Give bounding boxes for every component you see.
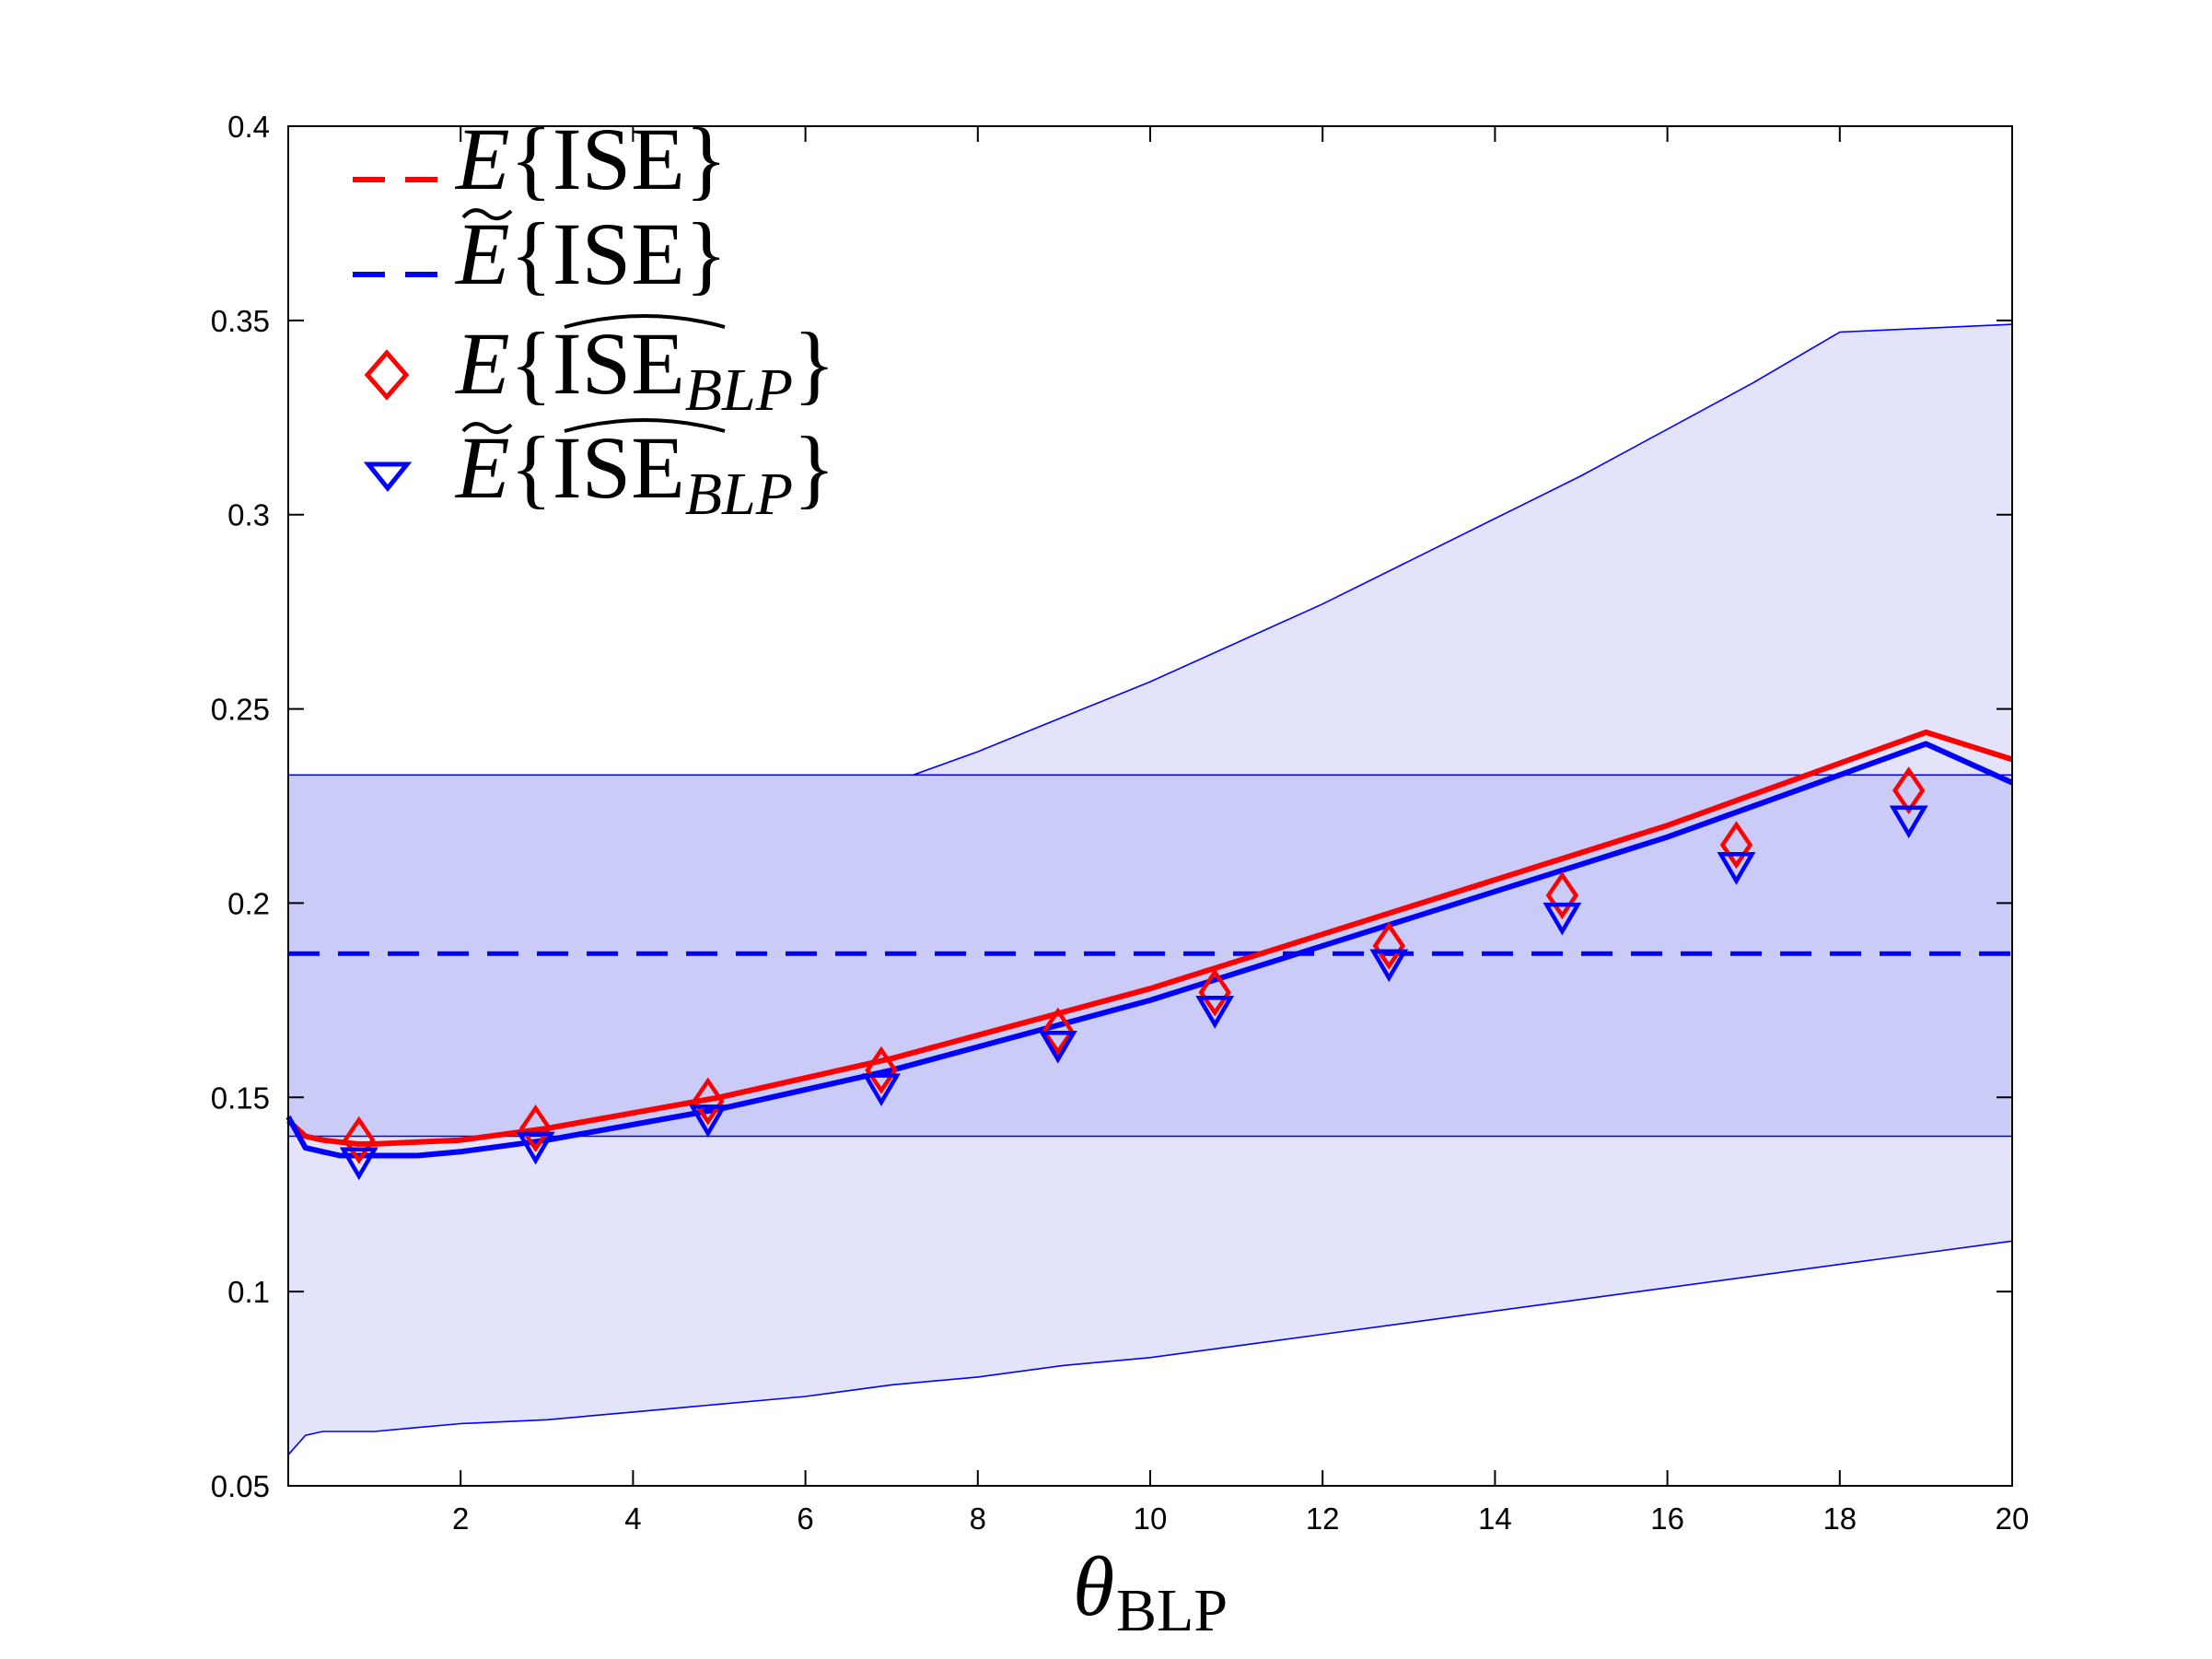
x-tick-label-9: 20 xyxy=(1996,1501,2030,1536)
y-tick-label-2: 0.15 xyxy=(211,1081,270,1115)
diamond-marker-8 xyxy=(1719,821,1753,870)
x-axis-label: θ BLP xyxy=(1073,1539,1228,1644)
y-tick-label-6: 0.35 xyxy=(211,304,270,338)
diamond-marker-3 xyxy=(865,1046,898,1094)
x-tick-label-1: 4 xyxy=(624,1501,641,1536)
legend-tilde-accent xyxy=(461,422,513,435)
diamond-marker-5 xyxy=(1198,968,1231,1017)
triangle-marker-2 xyxy=(688,1104,728,1138)
x-tick-label-3: 8 xyxy=(970,1501,986,1536)
x-tick-label-0: 2 xyxy=(452,1501,469,1536)
plot-area xyxy=(285,126,2014,1486)
series-line-1 xyxy=(285,729,2013,1147)
legend-entry-0: E{ISE} xyxy=(353,110,728,208)
x-tick-label-2: 6 xyxy=(797,1501,813,1536)
legend-label-3: E{ISEBLP} xyxy=(454,418,835,528)
diamond-marker-2 xyxy=(692,1077,725,1126)
triangle-marker-4 xyxy=(1038,1030,1077,1064)
triangle-marker-6 xyxy=(1369,949,1409,983)
x-axis-label-symbol: θ xyxy=(1073,1539,1114,1633)
triangle-marker-8 xyxy=(1717,852,1756,885)
x-tick-label-7: 16 xyxy=(1650,1501,1684,1536)
legend-swatch-diamond xyxy=(364,349,410,401)
x-axis-label-subscript: BLP xyxy=(1116,1577,1228,1644)
triangle-marker-9 xyxy=(1889,805,1928,839)
legend: E{ISE}E{ISE} E{ISEBLP}E{ISEBLP} xyxy=(353,110,835,528)
y-tick-label-4: 0.25 xyxy=(211,693,270,727)
legend-swatch-triangle xyxy=(363,461,413,492)
legend-label-1: E{ISE} xyxy=(454,204,728,303)
legend-entry-1: E{ISE} xyxy=(353,204,728,303)
axes: 2 4 6 8 10 12 14 16 18 20 0.05 0.1 0.15 0.2 0.25 0.3 0.3… xyxy=(211,110,2030,1536)
diamond-marker-7 xyxy=(1545,871,1579,919)
triangle-marker-3 xyxy=(862,1073,901,1107)
legend-hat-accent xyxy=(564,418,726,433)
x-tick-label-5: 12 xyxy=(1306,1501,1340,1536)
triangle-marker-5 xyxy=(1195,996,1235,1029)
x-tick-label-4: 10 xyxy=(1134,1501,1168,1536)
legend-tilde-accent xyxy=(461,208,513,221)
outer-band-lower-edge xyxy=(287,1240,2013,1455)
y-tick-label-5: 0.3 xyxy=(227,498,270,532)
diamond-marker-0 xyxy=(343,1116,376,1164)
legend-entry-2: E{ISEBLP} xyxy=(364,314,835,424)
diamond-marker-4 xyxy=(1042,1007,1075,1056)
y-tick-label-1: 0.1 xyxy=(227,1275,270,1309)
legend-hat-accent xyxy=(564,314,726,329)
legend-label-2: E{ISEBLP} xyxy=(454,314,835,424)
legend-label-0: E{ISE} xyxy=(454,110,728,208)
legend-entry-3: E{ISEBLP} xyxy=(363,418,835,528)
triangle-marker-7 xyxy=(1543,902,1582,936)
x-tick-label-8: 18 xyxy=(1822,1501,1857,1536)
y-tick-label-7: 0.4 xyxy=(227,110,270,144)
diamond-marker-6 xyxy=(1372,921,1406,970)
diamond-marker-1 xyxy=(518,1104,553,1152)
y-tick-label-0: 0.05 xyxy=(211,1469,270,1503)
triangle-marker-0 xyxy=(339,1147,378,1181)
x-tick-label-6: 14 xyxy=(1478,1501,1512,1536)
y-tick-label-3: 0.2 xyxy=(227,886,270,920)
triangle-marker-1 xyxy=(516,1131,555,1165)
diamond-marker-9 xyxy=(1892,766,1926,815)
